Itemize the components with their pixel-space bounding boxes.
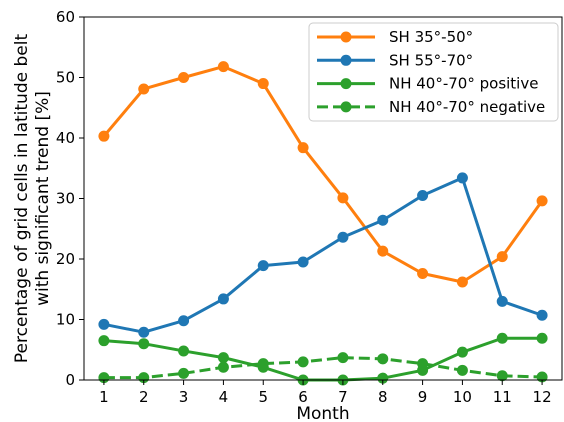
y-axis-ticks: 0 10 20 30 40 50 60 — [56, 8, 84, 389]
data-point — [496, 370, 508, 382]
series-3 — [98, 332, 548, 386]
data-point — [257, 260, 269, 272]
data-point — [377, 245, 389, 257]
data-point — [337, 231, 349, 243]
legend-item: SH 35°-50° — [317, 28, 473, 46]
data-point — [217, 352, 229, 364]
data-point — [377, 214, 389, 226]
x-tick-label: 8 — [378, 388, 388, 406]
y-tick-label: 30 — [56, 190, 75, 208]
x-tick-label: 7 — [338, 388, 348, 406]
legend-label: NH 40°-70° positive — [389, 75, 538, 93]
x-axis-ticks: 1 2 3 4 5 6 7 8 9 10 11 12 — [99, 380, 552, 406]
data-point — [496, 332, 508, 344]
data-point — [217, 361, 229, 373]
x-tick-label: 4 — [219, 388, 229, 406]
y-tick-label: 10 — [56, 311, 75, 329]
legend-box — [308, 22, 559, 122]
series-4 — [98, 352, 548, 384]
data-point — [257, 78, 269, 90]
data-point — [536, 332, 548, 344]
x-tick-label: 10 — [453, 388, 472, 406]
y-tick-label: 50 — [56, 69, 75, 87]
legend-marker — [340, 31, 352, 43]
data-point — [337, 352, 349, 364]
data-point — [417, 268, 429, 280]
legend-label: NH 40°-70° negative — [389, 98, 545, 116]
data-point — [138, 338, 150, 350]
y-axis-label-line-2: with significant trend [%] — [33, 91, 53, 306]
data-point — [496, 251, 508, 263]
legend-marker — [340, 78, 352, 90]
legend-label: SH 35°-50° — [389, 28, 473, 46]
legend: SH 35°-50° SH 55°-70° NH 40°-70° positive N… — [308, 22, 559, 122]
series-1 — [98, 61, 548, 288]
series-line — [103, 176, 543, 334]
y-axis-label: Percentage of grid cells in latitude bel… — [12, 34, 53, 364]
data-point — [98, 318, 110, 330]
y-axis-label-line-1: Percentage of grid cells in latitude bel… — [12, 34, 32, 364]
x-tick-label: 11 — [493, 388, 512, 406]
y-tick-label: 20 — [56, 250, 75, 268]
data-point — [98, 130, 110, 142]
legend-marker — [340, 54, 352, 66]
data-point — [536, 309, 548, 321]
data-point — [257, 358, 269, 370]
y-tick-label: 0 — [65, 371, 75, 389]
data-point — [138, 83, 150, 95]
y-tick-label: 60 — [56, 8, 75, 26]
data-point — [456, 364, 468, 376]
data-point — [217, 293, 229, 305]
data-point — [297, 142, 309, 154]
data-point — [456, 276, 468, 288]
legend-item: NH 40°-70° positive — [317, 75, 538, 93]
series-line — [103, 356, 543, 380]
x-tick-label: 5 — [258, 388, 268, 406]
x-tick-label: 3 — [179, 388, 189, 406]
legend-marker — [340, 101, 352, 113]
x-axis-label: Month — [296, 404, 349, 422]
data-point — [297, 356, 309, 368]
x-tick-label: 1 — [99, 388, 109, 406]
data-point — [178, 367, 190, 379]
series-line — [102, 65, 544, 284]
data-point — [98, 335, 110, 347]
data-point — [456, 172, 468, 184]
series-layer — [98, 61, 548, 386]
data-point — [536, 195, 548, 207]
data-point — [217, 61, 229, 73]
data-point — [138, 326, 150, 338]
legend-item: NH 40°-70° negative — [317, 98, 545, 116]
x-tick-label: 9 — [418, 388, 428, 406]
data-point — [178, 315, 190, 327]
data-point — [417, 358, 429, 370]
data-point — [178, 72, 190, 83]
y-tick-label: 40 — [56, 129, 75, 147]
data-point — [456, 346, 468, 358]
data-point — [377, 353, 389, 365]
x-tick-label: 2 — [139, 388, 149, 406]
data-point — [496, 295, 508, 307]
data-point — [178, 345, 190, 357]
data-point — [337, 192, 349, 204]
legend-item: SH 55°-70° — [317, 51, 473, 69]
x-tick-label: 12 — [533, 388, 552, 406]
series-2 — [98, 172, 548, 338]
data-point — [297, 256, 309, 268]
data-point — [377, 372, 389, 384]
x-tick-label: 6 — [298, 388, 308, 406]
data-point — [417, 189, 429, 201]
legend-label: SH 55°-70° — [389, 51, 473, 69]
